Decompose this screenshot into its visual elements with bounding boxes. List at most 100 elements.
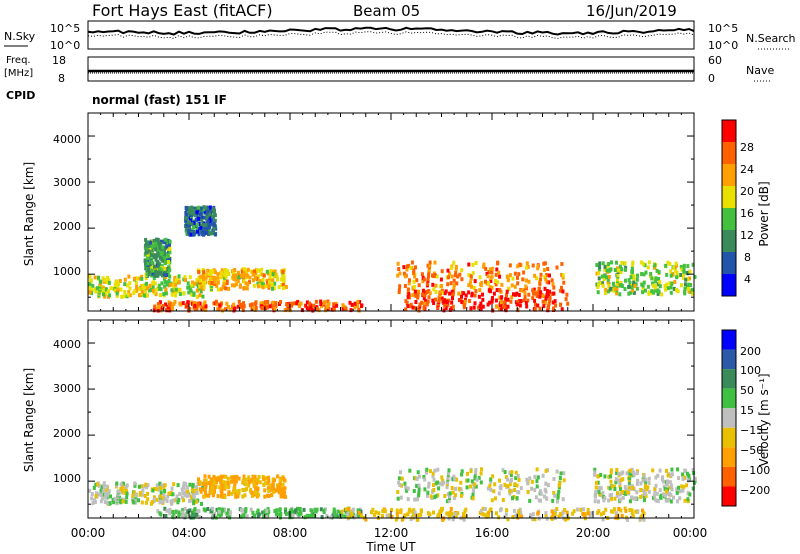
power-cbar-seg <box>722 142 736 164</box>
echo-cell-11-161 <box>498 485 502 490</box>
echo-cell-5-199 <box>484 279 487 284</box>
echo-cell-7-115 <box>598 265 602 270</box>
echo-cell-12-57 <box>504 512 508 517</box>
echo-cell-6-217 <box>502 300 506 305</box>
echo-cell-8-136 <box>100 484 103 489</box>
echo-cell-7-20 <box>679 273 683 277</box>
echo-cell-7-116 <box>623 267 627 272</box>
echo-cell-2-156 <box>184 216 188 221</box>
echo-cell-11-4 <box>551 498 555 503</box>
echo-cell-3-123 <box>271 286 274 291</box>
echo-cell-3-218 <box>210 281 214 285</box>
echo-cell-10-211 <box>333 510 337 515</box>
power-cbar-seg <box>722 230 736 252</box>
echo-cell-5-133 <box>473 279 477 284</box>
echo-cell-12-4 <box>544 511 548 515</box>
echo-cell-5-43 <box>402 271 406 276</box>
nave-label: Nave <box>746 64 774 77</box>
echo-cell-3-188 <box>243 286 247 290</box>
echo-cell-7-77 <box>688 269 692 274</box>
echo-cell-11-25 <box>413 497 417 502</box>
echo-cell-6-206 <box>439 290 442 295</box>
echo-cell-3-105 <box>241 274 245 279</box>
echo-cell-11-100 <box>460 493 463 498</box>
echo-cell-7-218 <box>609 286 613 291</box>
echo-cell-13-96 <box>618 497 622 502</box>
echo-cell-7-50 <box>596 290 600 295</box>
echo-cell-11-113 <box>534 495 538 500</box>
echo-cell-4-73 <box>200 305 204 310</box>
echo-cell-13-156 <box>658 488 662 493</box>
echo-cell-13-149 <box>678 489 682 494</box>
echo-cell-1-180 <box>165 244 169 249</box>
echo-cell-5-172 <box>478 288 482 293</box>
echo-cell-10-191 <box>276 512 280 517</box>
echo-cell-12-114 <box>450 511 454 516</box>
echo-cell-8-104 <box>188 498 191 503</box>
echo-cell-12-190 <box>553 512 557 516</box>
echo-cell-3-143 <box>245 286 249 291</box>
echo-cell-8-23 <box>162 486 166 491</box>
echo-cell-13-153 <box>659 495 663 500</box>
echo-cell-12-144 <box>531 516 535 521</box>
echo-cell-7-93 <box>610 260 613 265</box>
echo-cell-6-150 <box>535 294 539 298</box>
echo-cell-5-98 <box>525 261 529 266</box>
echo-cell-3-124 <box>265 269 269 274</box>
echo-cell-5-152 <box>505 274 509 279</box>
echo-cell-11-205 <box>513 488 517 492</box>
echo-cell-1-157 <box>148 272 152 277</box>
echo-cell-11-112 <box>469 469 473 474</box>
echo-cell-7-75 <box>618 292 622 297</box>
echo-cell-9-60 <box>266 493 269 498</box>
echo-cell-0-192 <box>133 276 137 281</box>
echo-cell-11-207 <box>460 469 464 474</box>
echo-cell-12-15 <box>545 516 549 521</box>
echo-cell-9-53 <box>270 493 274 497</box>
echo-cell-2-211 <box>213 223 217 228</box>
echo-cell-6-157 <box>451 304 455 309</box>
echo-cell-11-125 <box>400 476 404 481</box>
echo-cell-12-89 <box>561 510 565 515</box>
echo-cell-12-129 <box>456 511 460 516</box>
echo-cell-7-212 <box>636 273 639 278</box>
echo-cell-4-79 <box>323 300 327 305</box>
echo-cell-4-142 <box>186 300 190 305</box>
echo-cell-6-57 <box>427 295 431 300</box>
echo-cell-9-169 <box>247 479 251 484</box>
echo-cell-0-153 <box>186 281 190 286</box>
echo-cell-11-5 <box>408 468 412 473</box>
echo-cell-11-108 <box>454 486 457 491</box>
echo-cell-5-202 <box>508 273 512 278</box>
echo-cell-1-155 <box>145 272 149 276</box>
power-cbar-tick-4: 4 <box>744 273 751 286</box>
echo-cell-11-41 <box>506 477 509 482</box>
echo-cell-10-105 <box>315 507 319 512</box>
velocity-ytick-1000: 1000 <box>53 472 81 485</box>
echo-cell-11-52 <box>533 474 537 479</box>
echo-cell-1-40 <box>159 239 163 244</box>
echo-cell-3-91 <box>211 275 215 280</box>
echo-cell-5-185 <box>479 282 483 287</box>
echo-cell-11-208 <box>545 496 548 501</box>
echo-cell-4-83 <box>348 300 352 305</box>
echo-cell-0-93 <box>126 283 130 288</box>
echo-cell-0-169 <box>123 277 127 282</box>
echo-cell-11-196 <box>480 467 483 472</box>
vel-cbar-tick-50: 50 <box>740 384 754 397</box>
echo-cell-4-33 <box>242 304 246 309</box>
echo-cell-12-82 <box>550 516 554 521</box>
echo-cell-9-149 <box>212 478 216 483</box>
echo-cell-13-120 <box>675 487 679 492</box>
echo-cell-13-35 <box>641 494 645 498</box>
echo-cell-9-16 <box>250 493 254 498</box>
echo-cell-9-147 <box>213 489 216 494</box>
echo-cell-3-199 <box>234 282 238 287</box>
echo-cell-0-218 <box>99 279 103 284</box>
echo-cell-2-209 <box>208 218 212 223</box>
echo-cell-13-83 <box>596 480 600 485</box>
echo-cell-4-125 <box>215 302 219 307</box>
echo-cell-7-158 <box>597 276 601 281</box>
echo-cell-9-36 <box>197 477 200 482</box>
echo-cell-10-141 <box>228 510 232 515</box>
